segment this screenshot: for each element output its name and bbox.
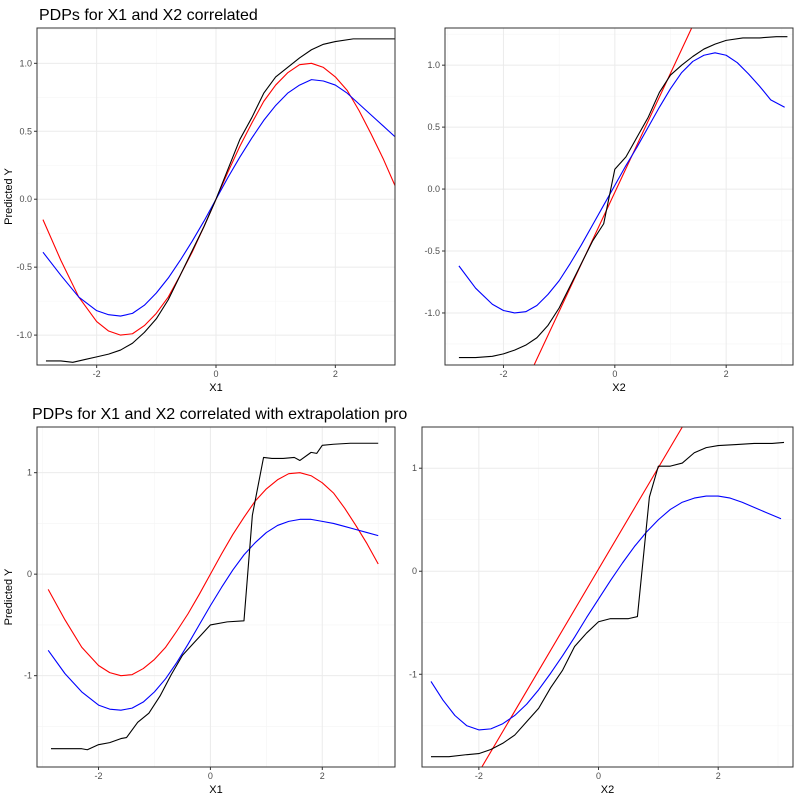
x-tick-label: 2	[333, 369, 338, 379]
x-tick-label: -2	[95, 771, 103, 781]
series-line-blue	[42, 79, 395, 317]
panel-x1-extrapolation: -2 0 2 -1 0 1 X1 Predicted Y	[3, 426, 396, 796]
series-group	[458, 28, 788, 365]
series-line-red	[481, 427, 683, 767]
bottom-row-title: PDPs for X1 and X2 correlated with extra…	[32, 406, 407, 423]
y-tick-label: -1	[409, 669, 417, 679]
y-axis-title: Predicted Y	[3, 168, 15, 225]
x-tick-label: -2	[93, 369, 101, 379]
panel-border	[36, 426, 396, 768]
y-tick-label: 0	[412, 566, 417, 576]
series-group	[430, 427, 785, 767]
x-axis-title: X1	[209, 382, 222, 394]
y-tick-label: -1	[24, 671, 32, 681]
panel-x2-extrapolation: -2 0 2 -1 0 1 X2	[409, 426, 794, 796]
y-tick-label: 1.0	[427, 60, 440, 70]
series-group	[42, 38, 395, 363]
series-line-blue	[47, 518, 379, 711]
y-tick-label: 0	[27, 569, 32, 579]
y-tick-label: 0.0	[427, 184, 440, 194]
x-tick-label: -2	[475, 771, 483, 781]
y-tick-label: 1	[27, 468, 32, 478]
y-tick-label: 0.5	[427, 122, 440, 132]
x-tick-label: 2	[320, 771, 325, 781]
y-tick-label: 1	[412, 463, 417, 473]
panel-border	[444, 27, 794, 366]
series-line-red	[47, 472, 379, 677]
x-tick-label: 0	[612, 369, 617, 379]
y-tick-label: 0.5	[19, 126, 32, 136]
panel-border	[421, 426, 794, 768]
series-line-red	[42, 62, 395, 336]
series-line-blue	[430, 495, 782, 731]
series-line-blue	[458, 52, 785, 314]
x-tick-label: 0	[596, 771, 601, 781]
y-tick-label: 0.0	[19, 194, 32, 204]
series-line-black	[50, 442, 379, 751]
x-tick-label: 0	[208, 771, 213, 781]
x-tick-label: 0	[213, 369, 218, 379]
panel-x1-correlated: -2 0 2 -1.0 -0.5 0.0 0.5 1.0 X1 Predicted Y	[3, 27, 396, 394]
y-axis-title: Predicted Y	[3, 568, 15, 625]
x-axis-title: X1	[209, 784, 222, 796]
series-line-red	[533, 28, 693, 365]
series-group	[47, 442, 379, 751]
series-line-black	[45, 38, 395, 363]
series-line-black	[458, 36, 788, 359]
top-row-title: PDPs for X1 and X2 correlated	[39, 7, 258, 24]
y-tick-label: 1.0	[19, 58, 32, 68]
x-tick-label: 2	[724, 369, 729, 379]
y-tick-label: -0.5	[16, 262, 32, 272]
panel-x2-correlated: -2 0 2 -1.0 -0.5 0.0 0.5 1.0 X2	[424, 27, 794, 394]
series-line-black	[430, 441, 785, 758]
x-axis-title: X2	[601, 784, 614, 796]
x-axis-title: X2	[612, 382, 625, 394]
y-tick-label: -0.5	[424, 246, 440, 256]
y-tick-label: -1.0	[424, 308, 440, 318]
x-tick-label: 2	[716, 771, 721, 781]
x-tick-label: -2	[499, 369, 507, 379]
y-tick-label: -1.0	[16, 330, 32, 340]
